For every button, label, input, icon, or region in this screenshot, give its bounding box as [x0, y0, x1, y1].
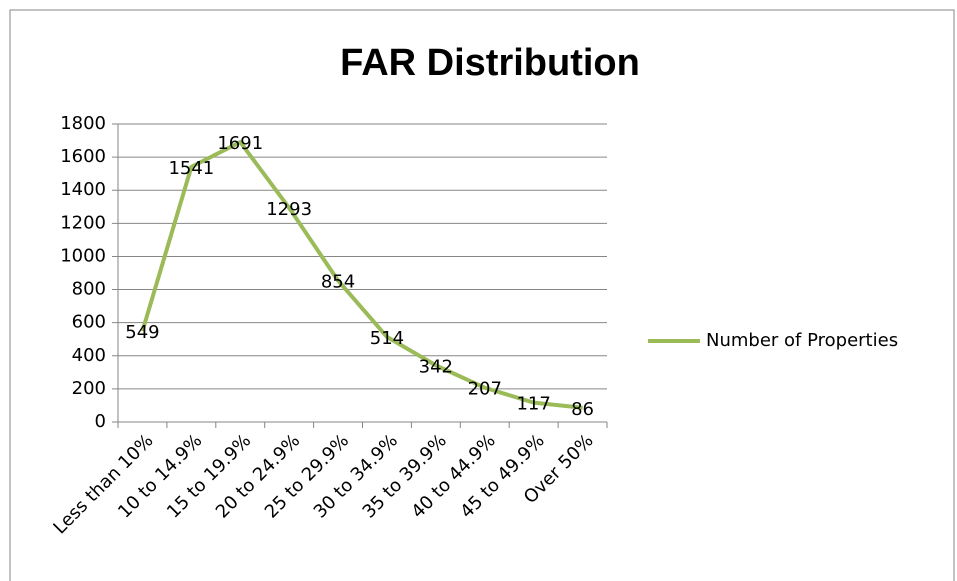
data-label: 514 [370, 328, 404, 349]
data-label: 549 [125, 322, 159, 343]
chart-title: FAR Distribution [340, 42, 640, 84]
y-tick-label: 0 [95, 411, 106, 432]
data-label: 1293 [266, 199, 312, 220]
y-tick-label: 1400 [60, 179, 106, 200]
y-tick-label: 1600 [60, 146, 106, 167]
data-label: 207 [468, 379, 502, 400]
y-tick-label: 1000 [60, 245, 106, 266]
data-label: 117 [516, 394, 550, 415]
data-label: 1691 [217, 133, 263, 154]
y-tick-label: 200 [72, 378, 106, 399]
y-tick-label: 1800 [60, 113, 106, 134]
data-label: 854 [321, 272, 355, 293]
legend-label: Number of Properties [706, 330, 898, 351]
chart-border [9, 9, 955, 581]
y-tick-label: 600 [72, 312, 106, 333]
data-label: 1541 [168, 158, 214, 179]
y-tick-label: 400 [72, 345, 106, 366]
y-tick-label: 1200 [60, 212, 106, 233]
y-tick-label: 800 [72, 279, 106, 300]
line-series [140, 140, 583, 410]
data-label: 86 [571, 399, 594, 420]
data-label: 342 [419, 356, 453, 377]
